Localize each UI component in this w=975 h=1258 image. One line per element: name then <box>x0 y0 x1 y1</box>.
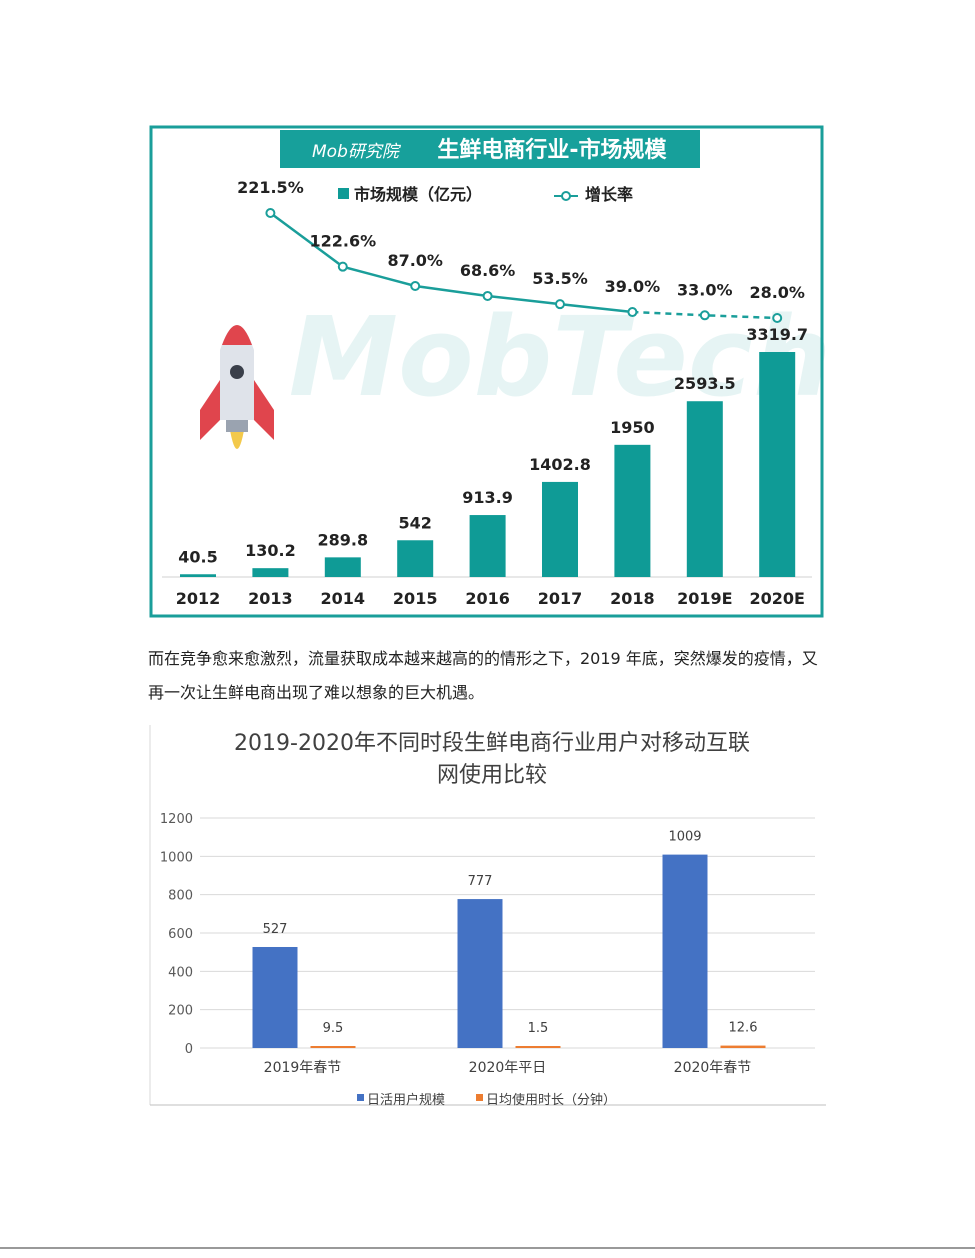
watermark: MobTech <box>289 293 832 421</box>
legend-label: 日均使用时长（分钟） <box>486 1092 616 1108</box>
x-tick-label: 2020年平日 <box>469 1060 547 1076</box>
bar <box>324 557 361 577</box>
data-label: 3319.7 <box>746 325 808 344</box>
logo: Mob研究院 <box>312 142 402 162</box>
bar <box>457 899 503 1048</box>
data-label: 1402.8 <box>529 455 591 474</box>
line <box>269 211 633 314</box>
data-label: 777 <box>468 874 493 889</box>
data-label: 221.5% <box>237 178 304 197</box>
bar <box>759 352 796 577</box>
data-label: 12.6 <box>729 1021 758 1036</box>
data-label: 9.5 <box>323 1021 344 1036</box>
point <box>699 310 710 321</box>
bar <box>397 540 434 577</box>
data-label: 1009 <box>668 830 701 845</box>
chart-title: 生鲜电商行业-市场规模 <box>437 137 667 163</box>
bar <box>720 1045 766 1048</box>
data-label: 39.0% <box>605 277 661 296</box>
data-label: 1.5 <box>528 1021 549 1036</box>
x-tick-label: 2017 <box>538 589 583 608</box>
x-tick-label: 2020年春节 <box>674 1060 752 1076</box>
bar <box>515 1046 561 1048</box>
bar <box>310 1046 356 1048</box>
data-label: 33.0% <box>677 280 733 299</box>
y-tick-label: 800 <box>168 889 193 904</box>
y-tick-label: 0 <box>185 1042 193 1057</box>
x-tick-label: 2019年春节 <box>264 1060 342 1076</box>
legend-label: 市场规模（亿元） <box>354 185 482 204</box>
legend-swatch <box>338 188 349 199</box>
legend-swatch <box>476 1094 483 1101</box>
bar <box>542 481 578 577</box>
bar <box>686 401 723 577</box>
data-label: 2593.5 <box>674 374 736 393</box>
point <box>772 313 783 323</box>
bar <box>252 946 298 1048</box>
data-label: 122.6% <box>309 232 376 251</box>
y-tick-label: 400 <box>168 965 193 980</box>
legend-swatch <box>561 191 571 201</box>
x-tick-label: 2018 <box>610 589 655 608</box>
paragraph: 而在竞争愈来愈激烈，流量获取成本越来越高的的情形之下，2019 年底，突然爆发的… <box>148 649 818 702</box>
x-tick-label: 2020E <box>749 589 804 608</box>
bar <box>180 574 216 577</box>
point <box>265 208 276 218</box>
data-label: 53.5% <box>532 269 588 288</box>
data-label: 130.2 <box>245 541 296 560</box>
bar <box>252 568 289 577</box>
x-tick-label: 2012 <box>176 589 221 608</box>
x-tick-label: 2016 <box>465 589 510 608</box>
data-label: 289.8 <box>317 530 368 549</box>
x-tick-label: 2013 <box>248 589 293 608</box>
point <box>627 307 638 318</box>
bar <box>469 515 506 577</box>
data-label: 542 <box>398 513 431 532</box>
point <box>482 290 493 301</box>
y-tick-label: 1000 <box>160 850 193 865</box>
point <box>337 261 348 272</box>
line <box>632 310 778 320</box>
data-label: 527 <box>263 922 288 937</box>
y-tick-label: 1200 <box>160 812 193 827</box>
data-label: 1950 <box>610 418 655 437</box>
data-label: 68.6% <box>460 261 516 280</box>
data-label: 87.0% <box>387 251 443 270</box>
data-label: 28.0% <box>749 283 805 302</box>
data-label: 913.9 <box>462 488 513 507</box>
point <box>410 280 421 291</box>
x-tick-label: 2019E <box>677 589 732 608</box>
chart-title: 2019-2020年不同时段生鲜电商行业用户对移动互联网使用比较 <box>234 731 750 788</box>
bar <box>614 444 651 577</box>
x-tick-label: 2014 <box>321 589 366 608</box>
rocket <box>200 325 274 449</box>
legend-label: 增长率 <box>585 185 633 204</box>
y-tick-label: 200 <box>168 1004 193 1019</box>
data-label: 40.5 <box>178 547 217 566</box>
legend-swatch <box>357 1094 364 1101</box>
legend-label: 日活用户规模 <box>367 1092 445 1108</box>
x-tick-label: 2015 <box>393 589 438 608</box>
title-banner <box>280 130 700 168</box>
bar <box>662 854 708 1048</box>
point <box>555 299 565 310</box>
y-tick-label: 600 <box>168 927 193 942</box>
